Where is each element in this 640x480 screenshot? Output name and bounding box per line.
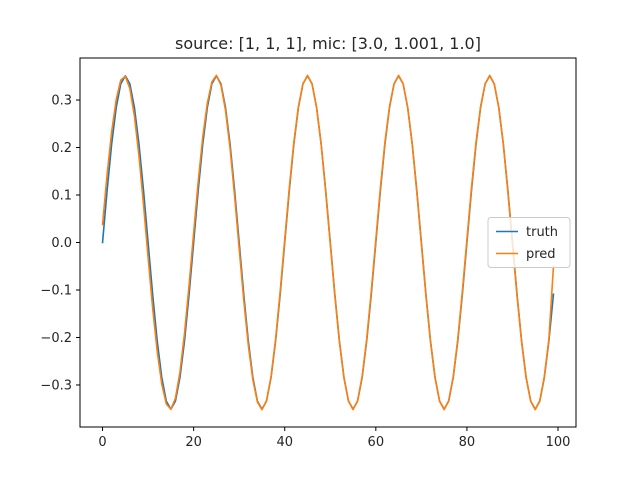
series-line-pred [101, 74, 555, 411]
y-tick-label: 0.0 [51, 236, 72, 251]
legend-box [487, 217, 571, 268]
chart-title: source: [1, 1, 1], mic: [3.0, 1.001, 1.0… [175, 34, 481, 53]
y-tick-label: 0.3 [51, 94, 72, 109]
x-tick-label: 100 [546, 435, 571, 450]
x-tick-label: 0 [98, 435, 106, 450]
y-tick-label: 0.2 [51, 141, 72, 156]
x-tick-label: 80 [459, 435, 476, 450]
x-tick-label: 40 [276, 435, 293, 450]
y-tick-label: 0.1 [51, 189, 72, 204]
y-axis: −0.3 −0.2 −0.1 0.0 0.1 0.2 0.3 [40, 94, 80, 393]
y-tick-label: −0.1 [40, 283, 72, 298]
legend: truth pred [487, 217, 571, 268]
x-axis: 0 20 40 60 80 100 [98, 427, 570, 450]
y-tick-label: −0.2 [40, 331, 72, 346]
x-tick-label: 20 [185, 435, 202, 450]
x-tick-label: 60 [368, 435, 385, 450]
legend-label-pred: pred [526, 247, 556, 262]
series-layer [101, 74, 555, 411]
y-tick-label: −0.3 [40, 378, 72, 393]
legend-label-truth: truth [526, 225, 558, 240]
